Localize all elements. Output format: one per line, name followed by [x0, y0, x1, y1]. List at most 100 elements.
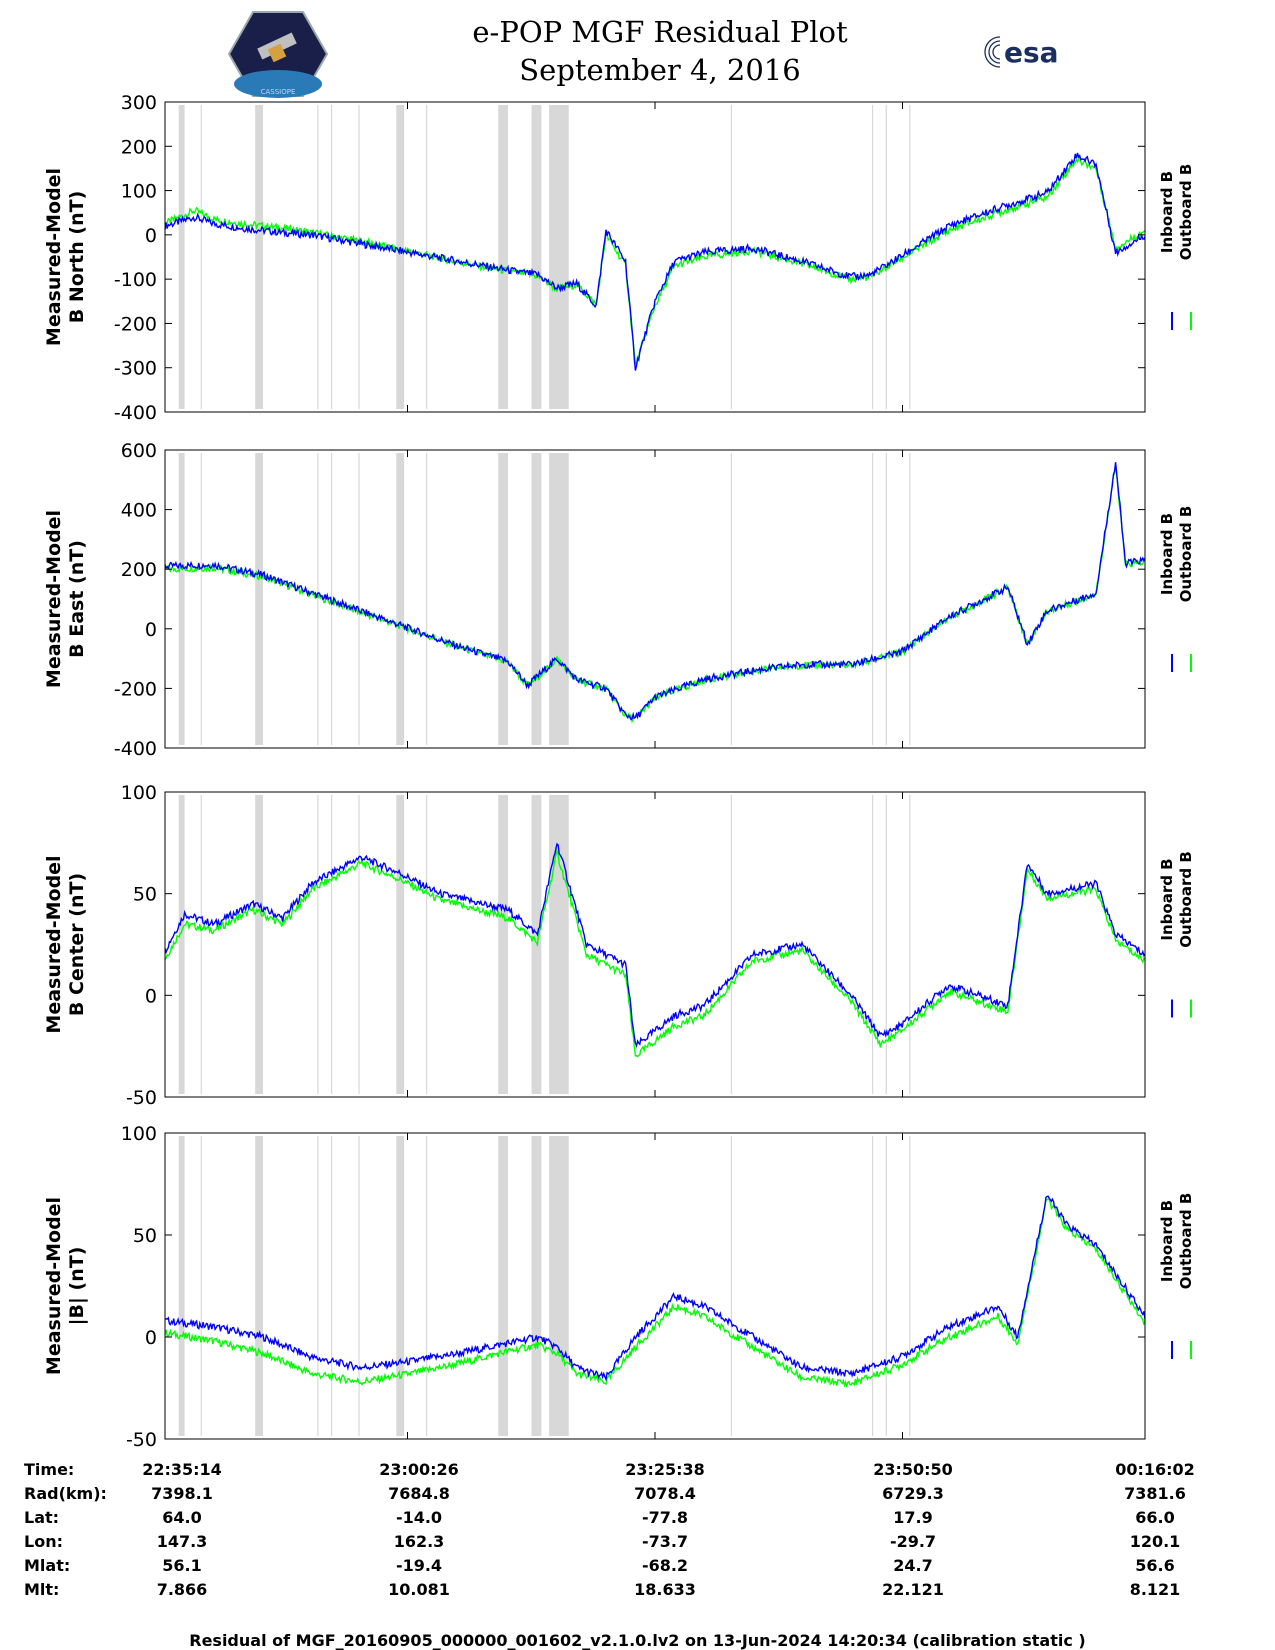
gap-bar	[255, 453, 263, 745]
gap-bar	[498, 1136, 508, 1436]
gap-bar	[498, 105, 508, 409]
ephemeris-row-label: Mlat:	[24, 1556, 71, 1575]
series-inboard	[164, 152, 1146, 371]
plot-frame	[164, 791, 1146, 1098]
ephemeris-row-label: Lon:	[24, 1532, 63, 1551]
y-tick-label: 0	[145, 1327, 157, 1349]
ephemeris-cell: 23:50:50	[873, 1460, 953, 1479]
ephemeris-row-label: Lat:	[24, 1508, 60, 1527]
y-axis-label-line: B North (nT)	[66, 191, 88, 324]
legend-outboard-label: Outboard B	[1177, 851, 1195, 948]
y-axis-label-line: B Center (nT)	[66, 873, 88, 1016]
y-tick-label: 200	[121, 136, 157, 158]
ephemeris-cell: 7684.8	[388, 1484, 450, 1503]
y-tick-label: -200	[114, 678, 157, 700]
y-axis-label: Measured-ModelB North (nT)	[43, 168, 88, 346]
legend-inboard-label: Inboard B	[1158, 1200, 1176, 1282]
legend-outboard-label: Outboard B	[1177, 506, 1195, 603]
y-axis-label-line: Measured-Model	[43, 855, 65, 1033]
plot-frame	[164, 1132, 1146, 1440]
y-tick-label: 100	[121, 1123, 157, 1145]
cassiope-logo-text: CASSIOPE	[261, 88, 296, 96]
gap-bar	[558, 1136, 569, 1436]
ephemeris-cell: 7398.1	[151, 1484, 213, 1503]
ephemeris-cell: 8.121	[1129, 1580, 1181, 1599]
ephemeris-cell: 23:00:26	[379, 1460, 459, 1479]
ephemeris-cell: 147.3	[156, 1532, 208, 1551]
gap-bar	[558, 105, 569, 409]
ephemeris-cell: -73.7	[641, 1532, 689, 1551]
panel-1: 300 200 100 0 -100 -200 -300 -400 Measured-Model…	[43, 92, 1195, 424]
gap-bar	[558, 453, 569, 745]
esa-logo: esa	[984, 36, 1059, 69]
y-tick-label: 300	[121, 92, 157, 114]
legend-text: Inboard BOutboard B	[1158, 164, 1195, 261]
gap-bar	[396, 453, 405, 745]
ephemeris-cell: 56.1	[162, 1556, 202, 1575]
y-axis-label-line: Measured-Model	[43, 1197, 65, 1375]
legend-inboard-label: Inboard B	[1158, 171, 1176, 253]
ephemeris-cell: 56.6	[1135, 1556, 1175, 1575]
series-outboard	[164, 156, 1146, 366]
ephemeris-row-label: Rad(km):	[24, 1484, 107, 1503]
y-tick-label: -50	[126, 1429, 157, 1451]
ephemeris-cell: 6729.3	[882, 1484, 944, 1503]
y-axis-label-line: B East (nT)	[66, 540, 88, 658]
ephemeris-cell: -29.7	[889, 1532, 937, 1551]
ephemeris-cell: -14.0	[395, 1508, 443, 1527]
plot-frame	[164, 101, 1146, 413]
plot-title: e-POP MGF Residual Plot	[472, 15, 848, 49]
y-tick-label: -100	[114, 269, 157, 291]
ephemeris-cell: 10.081	[388, 1580, 450, 1599]
ephemeris-cell: 17.9	[893, 1508, 933, 1527]
gap-bar	[531, 453, 542, 745]
y-tick-label: 100	[121, 782, 157, 804]
legend-outboard-label: Outboard B	[1177, 1193, 1195, 1290]
ephemeris-cell: 23:25:38	[625, 1460, 705, 1479]
gap-bar	[549, 795, 559, 1094]
legend-outboard-label: Outboard B	[1177, 164, 1195, 261]
series-inboard	[164, 1195, 1146, 1382]
y-tick-label: 0	[145, 985, 157, 1007]
series-inboard	[164, 462, 1146, 721]
y-axis-label-line: Measured-Model	[43, 510, 65, 688]
plot-frame	[164, 449, 1146, 749]
gap-bar	[549, 1136, 559, 1436]
y-axis-label-line: Measured-Model	[43, 168, 65, 346]
y-tick-label: -400	[114, 738, 157, 760]
y-axis-label: Measured-ModelB East (nT)	[43, 510, 88, 688]
panel-4: 100 50 0 -50 Measured-Model|B| (nT) Inboard B…	[43, 1123, 1195, 1451]
gap-bar	[549, 105, 559, 409]
series-inboard	[164, 842, 1146, 1049]
ephemeris-cell: 18.633	[634, 1580, 696, 1599]
y-tick-label: 50	[133, 884, 157, 906]
ephemeris-row-label: Time:	[24, 1460, 75, 1479]
gap-bar	[531, 1136, 542, 1436]
gap-bar	[178, 1136, 185, 1436]
gap-bar	[178, 105, 185, 409]
ephemeris-cell: 24.7	[893, 1556, 933, 1575]
y-tick-label: -400	[114, 402, 157, 424]
ephemeris-cell: -68.2	[641, 1556, 689, 1575]
series-outboard	[164, 1198, 1146, 1388]
y-tick-label: -300	[114, 358, 157, 380]
ephemeris-cell: 162.3	[393, 1532, 445, 1551]
legend-text: Inboard BOutboard B	[1158, 851, 1195, 948]
gap-bar	[549, 453, 559, 745]
gap-bar	[498, 453, 508, 745]
esa-logo-text: esa	[1004, 36, 1059, 69]
y-tick-label: -50	[126, 1087, 157, 1109]
gap-bar	[396, 1136, 405, 1436]
legend-inboard-label: Inboard B	[1158, 858, 1176, 940]
legend-inboard-label: Inboard B	[1158, 513, 1176, 595]
ephemeris-cell: -19.4	[395, 1556, 443, 1575]
y-axis-label: Measured-ModelB Center (nT)	[43, 855, 88, 1033]
gap-bar	[531, 795, 542, 1094]
y-tick-label: 50	[133, 1225, 157, 1247]
y-tick-label: 100	[121, 181, 157, 203]
cassiope-logo: CASSIOPE	[228, 11, 328, 98]
panel-3: 100 50 0 -50 Measured-ModelB Center (nT) Inbo…	[43, 782, 1195, 1109]
ephemeris-cell: 00:16:02	[1115, 1460, 1195, 1479]
ephemeris-row-label: Mlt:	[24, 1580, 60, 1599]
ephemeris-cell: 120.1	[1129, 1532, 1181, 1551]
